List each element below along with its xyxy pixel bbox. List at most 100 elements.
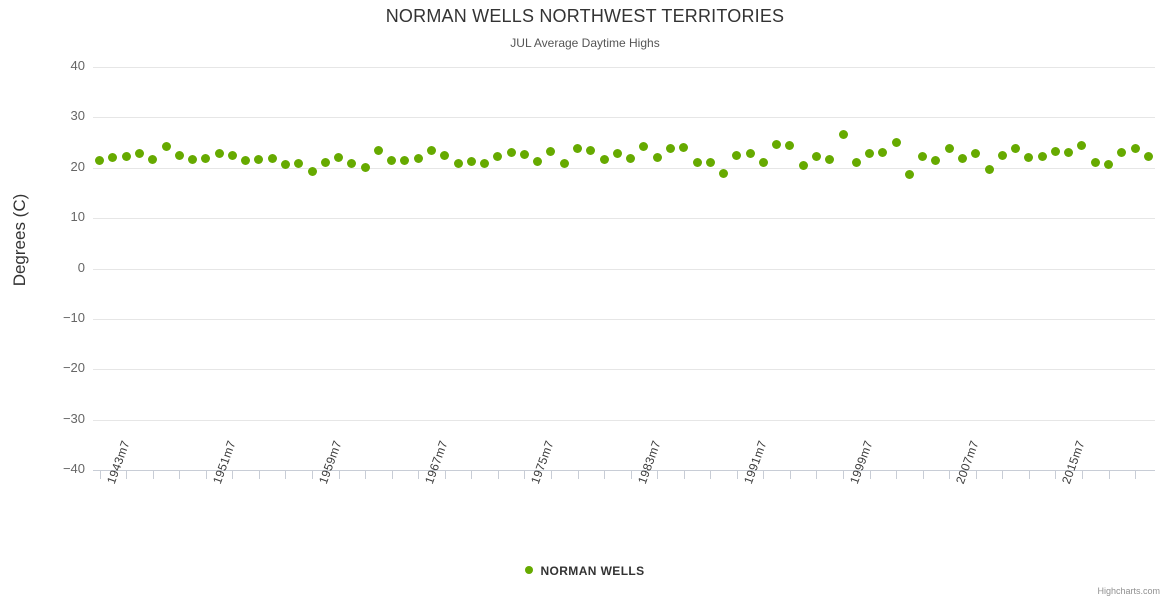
data-point[interactable] bbox=[427, 146, 436, 156]
x-axis-line bbox=[93, 470, 1155, 471]
data-point[interactable] bbox=[811, 151, 821, 161]
data-point[interactable] bbox=[453, 159, 463, 169]
data-point[interactable] bbox=[971, 149, 981, 159]
data-point[interactable] bbox=[626, 153, 636, 163]
data-point[interactable] bbox=[798, 160, 808, 170]
data-point[interactable] bbox=[705, 157, 715, 167]
data-point[interactable] bbox=[1130, 144, 1140, 154]
data-point[interactable] bbox=[254, 154, 264, 164]
data-point[interactable] bbox=[1104, 160, 1114, 170]
data-point[interactable] bbox=[241, 155, 251, 165]
data-point[interactable] bbox=[772, 139, 782, 149]
x-axis-tick bbox=[710, 471, 712, 479]
data-point[interactable] bbox=[745, 148, 755, 158]
x-axis-tick bbox=[471, 471, 473, 479]
data-point[interactable] bbox=[958, 153, 967, 163]
x-axis-tick bbox=[896, 471, 898, 479]
data-point[interactable] bbox=[347, 159, 357, 169]
data-point[interactable] bbox=[334, 153, 344, 163]
data-point[interactable] bbox=[134, 149, 144, 159]
x-axis-tick bbox=[179, 471, 181, 479]
data-point[interactable] bbox=[1050, 146, 1060, 156]
legend-item-label[interactable]: NORMAN WELLS bbox=[540, 563, 645, 578]
data-point[interactable] bbox=[559, 159, 569, 169]
data-point[interactable] bbox=[214, 149, 224, 159]
data-point[interactable] bbox=[573, 144, 583, 154]
data-point[interactable] bbox=[851, 157, 861, 167]
data-point[interactable] bbox=[480, 158, 490, 168]
data-point[interactable] bbox=[1037, 152, 1047, 162]
data-point[interactable] bbox=[1090, 157, 1100, 167]
data-point[interactable] bbox=[466, 156, 476, 166]
data-point[interactable] bbox=[1064, 148, 1074, 158]
data-point[interactable] bbox=[997, 151, 1007, 161]
y-axis-tick-labels: 40 30 20 10 0 −10 −20 −30 −40 bbox=[8, 58, 85, 476]
data-point[interactable] bbox=[307, 166, 317, 176]
data-point[interactable] bbox=[360, 163, 370, 173]
data-point[interactable] bbox=[1011, 143, 1021, 153]
data-point[interactable] bbox=[931, 155, 941, 165]
data-point[interactable] bbox=[294, 159, 304, 169]
gridline bbox=[93, 318, 1155, 320]
data-point[interactable] bbox=[400, 156, 410, 166]
data-point[interactable] bbox=[201, 153, 211, 163]
data-point[interactable] bbox=[387, 155, 397, 165]
data-point[interactable] bbox=[719, 168, 729, 178]
data-point[interactable] bbox=[267, 154, 277, 164]
data-point[interactable] bbox=[865, 148, 875, 158]
data-point[interactable] bbox=[174, 151, 184, 161]
data-point[interactable] bbox=[227, 150, 237, 160]
x-axis-tick bbox=[126, 471, 128, 479]
data-point[interactable] bbox=[665, 143, 675, 153]
data-point[interactable] bbox=[188, 154, 198, 164]
data-point[interactable] bbox=[1143, 152, 1153, 162]
data-point[interactable] bbox=[95, 155, 105, 165]
gridline bbox=[93, 67, 1155, 68]
data-point[interactable] bbox=[161, 141, 171, 151]
data-point[interactable] bbox=[519, 150, 529, 160]
x-axis-tick bbox=[338, 471, 340, 479]
data-point[interactable] bbox=[1077, 140, 1087, 150]
data-point[interactable] bbox=[679, 142, 689, 152]
data-point[interactable] bbox=[280, 160, 290, 170]
x-axis-tick bbox=[1002, 471, 1004, 479]
data-point[interactable] bbox=[825, 154, 835, 164]
data-point[interactable] bbox=[1024, 152, 1034, 162]
x-axis-tick bbox=[789, 471, 791, 479]
data-point[interactable] bbox=[586, 145, 596, 155]
data-point[interactable] bbox=[546, 147, 556, 157]
data-point[interactable] bbox=[612, 149, 622, 159]
data-point[interactable] bbox=[692, 158, 702, 168]
data-point[interactable] bbox=[944, 143, 954, 153]
data-point[interactable] bbox=[440, 151, 450, 161]
data-point[interactable] bbox=[373, 146, 383, 156]
data-point[interactable] bbox=[732, 151, 742, 161]
data-point[interactable] bbox=[413, 153, 423, 163]
data-point[interactable] bbox=[984, 165, 994, 175]
data-point[interactable] bbox=[108, 153, 118, 163]
data-point[interactable] bbox=[891, 138, 901, 148]
y-axis-tick-label: −30 bbox=[62, 410, 85, 426]
data-point[interactable] bbox=[918, 152, 928, 162]
data-point[interactable] bbox=[599, 155, 609, 165]
data-point[interactable] bbox=[533, 157, 543, 167]
data-point[interactable] bbox=[639, 142, 649, 152]
data-point[interactable] bbox=[506, 147, 516, 157]
data-point[interactable] bbox=[652, 153, 662, 163]
chart-legend[interactable]: NORMAN WELLS bbox=[0, 563, 1170, 578]
data-point[interactable] bbox=[758, 157, 768, 167]
data-point[interactable] bbox=[320, 157, 330, 167]
data-point[interactable] bbox=[785, 141, 795, 151]
data-point[interactable] bbox=[878, 147, 888, 157]
data-point[interactable] bbox=[1117, 148, 1127, 158]
data-point[interactable] bbox=[493, 152, 503, 162]
data-point[interactable] bbox=[121, 152, 131, 162]
data-point[interactable] bbox=[148, 155, 158, 165]
data-point[interactable] bbox=[838, 130, 848, 139]
x-axis-tick bbox=[577, 471, 579, 479]
gridline bbox=[93, 268, 1155, 270]
data-point[interactable] bbox=[904, 169, 914, 179]
x-axis-tick bbox=[763, 471, 765, 479]
credits-label[interactable]: Highcharts.com bbox=[1097, 586, 1160, 596]
